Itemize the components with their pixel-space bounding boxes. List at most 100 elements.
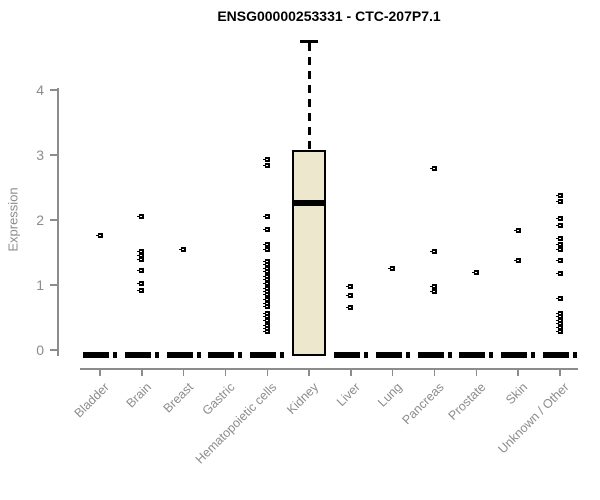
x-axis-tick — [308, 369, 310, 376]
y-axis-tick — [50, 154, 57, 156]
y-tick-label: 4 — [36, 82, 44, 98]
data-point — [555, 241, 563, 247]
data-point — [388, 265, 396, 271]
data-point — [262, 227, 270, 233]
data-point — [555, 199, 563, 205]
data-point — [555, 192, 563, 198]
data-point — [430, 166, 438, 172]
data-point — [513, 257, 521, 263]
data-point — [262, 311, 270, 317]
data-point — [555, 257, 563, 263]
data-point — [555, 235, 563, 241]
collapsed-box — [375, 352, 410, 358]
x-axis-tick — [182, 369, 185, 376]
data-point — [262, 292, 270, 298]
chart-title: ENSG00000253331 - CTC-207P7.1 — [217, 8, 441, 24]
median-line — [292, 200, 327, 207]
x-tick-label: Bladder — [71, 380, 112, 421]
collapsed-box — [250, 352, 285, 358]
y-axis-tick — [50, 89, 57, 91]
x-axis-tick — [141, 369, 143, 376]
x-tick-label: Pancreas — [399, 380, 447, 428]
data-point — [262, 242, 270, 248]
data-point — [430, 289, 438, 294]
data-point — [262, 300, 270, 306]
y-axis-tick — [50, 284, 57, 286]
y-tick-label: 0 — [36, 342, 44, 358]
x-tick-label: Breast — [160, 380, 196, 416]
data-point — [137, 252, 145, 258]
x-axis-tick — [559, 369, 561, 376]
data-point — [346, 283, 354, 289]
data-point — [555, 320, 563, 326]
data-point — [555, 247, 563, 253]
data-point — [262, 280, 270, 286]
x-axis-tick — [99, 369, 101, 376]
data-point — [513, 227, 521, 233]
x-axis-tick — [350, 369, 352, 376]
data-point — [262, 297, 270, 303]
x-axis-tick — [224, 369, 227, 376]
collapsed-box — [459, 352, 494, 358]
box — [292, 149, 327, 356]
data-point — [346, 305, 354, 311]
data-point — [262, 268, 270, 274]
y-tick-label: 2 — [36, 212, 44, 228]
collapsed-box — [208, 352, 243, 358]
collapsed-box — [501, 352, 536, 358]
y-tick-label: 1 — [36, 277, 44, 293]
data-point — [137, 281, 145, 287]
data-point — [262, 259, 270, 265]
whisker-cap — [300, 40, 319, 43]
y-tick-label: 3 — [36, 147, 44, 163]
y-axis-tick — [50, 219, 57, 221]
data-point — [346, 292, 354, 298]
collapsed-box — [417, 352, 452, 358]
x-tick-label: Prostate — [445, 380, 489, 423]
data-point — [555, 329, 563, 335]
data-point — [262, 289, 270, 294]
data-point — [262, 277, 270, 283]
data-point — [137, 214, 145, 220]
data-point — [95, 233, 103, 239]
collapsed-box — [83, 352, 117, 358]
data-point — [262, 214, 270, 220]
data-point — [555, 270, 563, 276]
data-point — [262, 274, 270, 280]
data-point — [555, 311, 563, 317]
y-axis-line — [57, 88, 59, 356]
data-point — [262, 162, 270, 168]
data-point — [262, 246, 270, 252]
data-point — [262, 322, 270, 328]
x-tick-label: Gastric — [199, 380, 238, 418]
y-axis-tick — [50, 349, 57, 351]
data-point — [471, 269, 479, 275]
x-axis-tick — [433, 369, 436, 376]
data-point — [262, 265, 270, 271]
data-point — [137, 256, 145, 262]
data-point — [137, 267, 145, 273]
x-axis-tick — [266, 369, 269, 376]
data-point — [137, 287, 145, 293]
collapsed-box — [543, 352, 578, 358]
data-point — [430, 248, 438, 254]
data-point — [262, 157, 270, 163]
x-tick-label: Liver — [333, 380, 363, 410]
x-tick-label: Brain — [123, 380, 154, 411]
x-axis-tick — [517, 369, 519, 376]
data-point — [555, 317, 563, 323]
data-point — [555, 295, 563, 301]
data-point — [262, 314, 270, 320]
data-point — [262, 303, 270, 309]
collapsed-box — [124, 352, 159, 358]
data-point — [179, 246, 187, 252]
data-point — [262, 317, 270, 323]
collapsed-box — [166, 352, 201, 358]
x-tick-label: Lung — [375, 380, 405, 410]
data-point — [555, 216, 563, 222]
x-axis-tick — [475, 369, 478, 376]
x-axis-line — [80, 368, 578, 370]
data-point — [262, 285, 270, 291]
